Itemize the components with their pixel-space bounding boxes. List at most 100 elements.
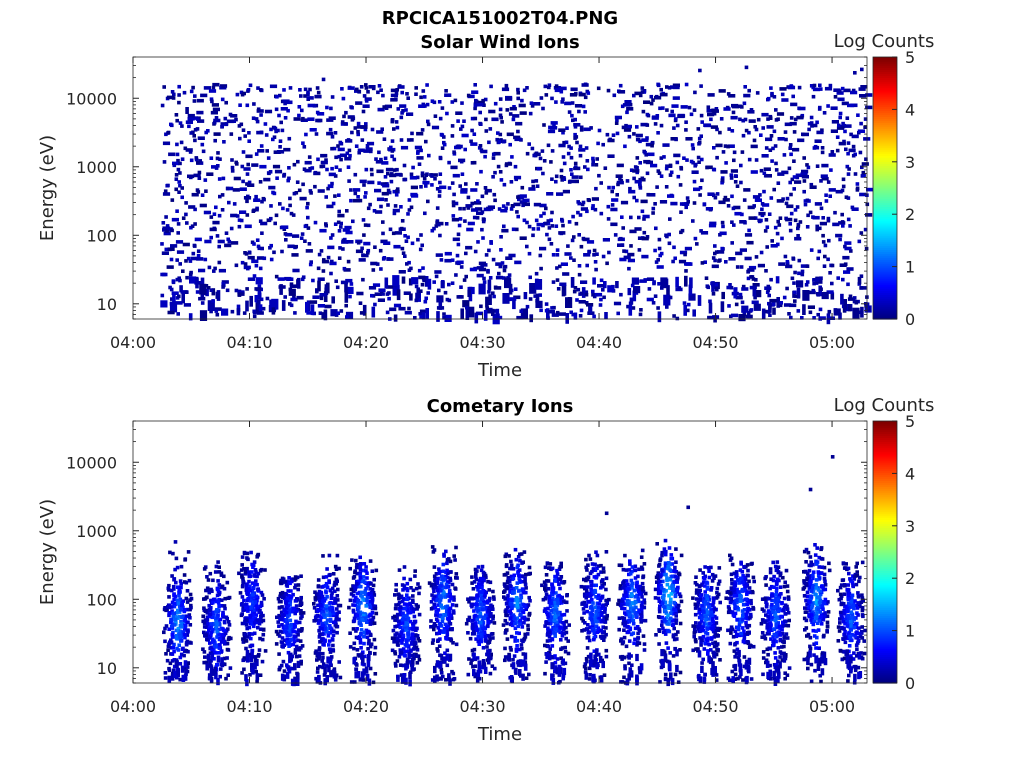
- spectrogram-cell: [217, 637, 222, 642]
- spectrogram-cell: [209, 677, 214, 681]
- spectrogram-cell: [368, 651, 372, 655]
- colorbar-swatch: [873, 273, 897, 277]
- spectrogram-cell: [345, 209, 349, 213]
- colorbar-swatch: [873, 257, 897, 261]
- spectrogram-cell: [407, 260, 411, 265]
- spectrogram-cell: [462, 206, 466, 211]
- spectrogram-cell: [255, 207, 259, 212]
- spectrogram-cell: [353, 603, 357, 608]
- spectrogram-cell: [307, 242, 312, 246]
- spectrogram-cell: [422, 95, 427, 99]
- spectrogram-cell: [289, 608, 293, 612]
- spectrogram-cell: [759, 133, 763, 137]
- spectrogram-cell: [387, 291, 391, 295]
- spectrogram-cell: [356, 616, 361, 621]
- spectrogram-cell: [170, 198, 175, 202]
- spectrogram-cell: [377, 84, 382, 88]
- colorbar-swatch: [873, 230, 897, 234]
- spectrogram-cell: [354, 671, 358, 679]
- colorbar-swatch: [873, 159, 897, 162]
- spectrogram-cell: [217, 598, 221, 602]
- spectrogram-cell: [472, 602, 477, 607]
- spectrogram-cell: [254, 263, 259, 268]
- spectrogram-cell: [280, 673, 285, 681]
- spectrogram-cell: [160, 293, 165, 298]
- spectrogram-cell: [250, 651, 254, 656]
- spectrogram-cell: [444, 678, 448, 682]
- spectrogram-cell: [164, 215, 168, 219]
- spectrogram-cell: [170, 90, 175, 94]
- spectrogram-cell: [488, 596, 492, 601]
- spectrogram-cell: [209, 97, 214, 101]
- colorbar-swatch: [873, 228, 897, 232]
- spectrogram-cell: [403, 291, 411, 295]
- spectrogram-cell: [401, 596, 406, 601]
- spectrogram-cell: [204, 239, 212, 244]
- spectrogram-cell: [432, 226, 436, 231]
- spectrogram-cell: [632, 93, 636, 98]
- spectrogram-cell: [440, 133, 445, 137]
- spectrogram-cell: [544, 221, 548, 226]
- spectrogram-cell: [819, 206, 824, 211]
- spectrogram-cell: [337, 154, 342, 159]
- spectrogram-cell: [646, 297, 654, 302]
- spectrogram-cell: [185, 614, 189, 618]
- spectrogram-cell: [525, 151, 530, 156]
- spectrogram-cell: [444, 636, 449, 641]
- colorbar-swatch: [873, 276, 897, 279]
- spectrogram-cell: [261, 613, 265, 618]
- spectrogram-cell: [248, 588, 252, 593]
- spectrogram-cell: [488, 671, 493, 676]
- spectrogram-cell: [342, 266, 347, 271]
- spectrogram-cell: [820, 128, 824, 132]
- spectrogram-cell: [327, 665, 331, 673]
- spectrogram-cell: [184, 212, 188, 217]
- spectrogram-cell: [577, 272, 582, 277]
- spectrogram-cell: [196, 160, 200, 165]
- spectrogram-cell: [172, 642, 176, 647]
- spectrogram-cell: [552, 305, 556, 310]
- spectrogram-cell: [330, 586, 335, 591]
- spectrogram-cell: [359, 632, 363, 637]
- spectrogram-cell: [185, 107, 189, 111]
- spectrogram-cell: [546, 143, 551, 148]
- spectrogram-cell: [584, 292, 589, 297]
- colorbar-swatch: [873, 61, 897, 64]
- spectrogram-cell: [476, 266, 484, 270]
- spectrogram-cell: [403, 234, 407, 238]
- spectrogram-cell: [730, 115, 738, 120]
- spectrogram-cell: [401, 611, 405, 615]
- colorbar-swatch: [873, 83, 897, 87]
- spectrogram-cell: [679, 167, 684, 171]
- spectrogram-cell: [180, 124, 184, 128]
- spectrogram-cell: [471, 587, 476, 591]
- spectrogram-cell: [555, 266, 559, 270]
- spectrogram-cell: [325, 609, 329, 613]
- spectrogram-cell: [360, 246, 364, 251]
- spectrogram-cell: [562, 176, 566, 180]
- spectrogram-cell: [516, 195, 520, 199]
- spectrogram-cell: [323, 309, 328, 321]
- spectrogram-cell: [841, 121, 845, 126]
- colorbar-swatch: [873, 261, 897, 265]
- spectrogram-cell: [209, 156, 214, 160]
- spectrogram-cell: [163, 639, 167, 644]
- spectrogram-cell: [405, 593, 409, 597]
- spectrogram-cell: [635, 133, 643, 138]
- spectrogram-cell: [614, 115, 622, 120]
- spectrogram-cell: [692, 179, 697, 184]
- spectrogram-cell: [346, 165, 351, 169]
- spectrogram-cell: [284, 606, 289, 610]
- spectrogram-cell: [751, 277, 756, 281]
- spectrogram-cell: [398, 306, 406, 311]
- spectrogram-cell: [434, 270, 442, 274]
- spectrogram-cell: [806, 213, 810, 218]
- spectrogram-cell: [405, 657, 410, 665]
- colorbar-swatch: [873, 210, 897, 214]
- spectrogram-cell: [417, 585, 422, 590]
- spectrogram-cell: [528, 275, 532, 280]
- spectrogram-cell: [359, 179, 367, 184]
- spectrogram-cell: [184, 259, 188, 263]
- spectrogram-cell: [415, 607, 419, 611]
- spectrogram-cell: [642, 217, 646, 221]
